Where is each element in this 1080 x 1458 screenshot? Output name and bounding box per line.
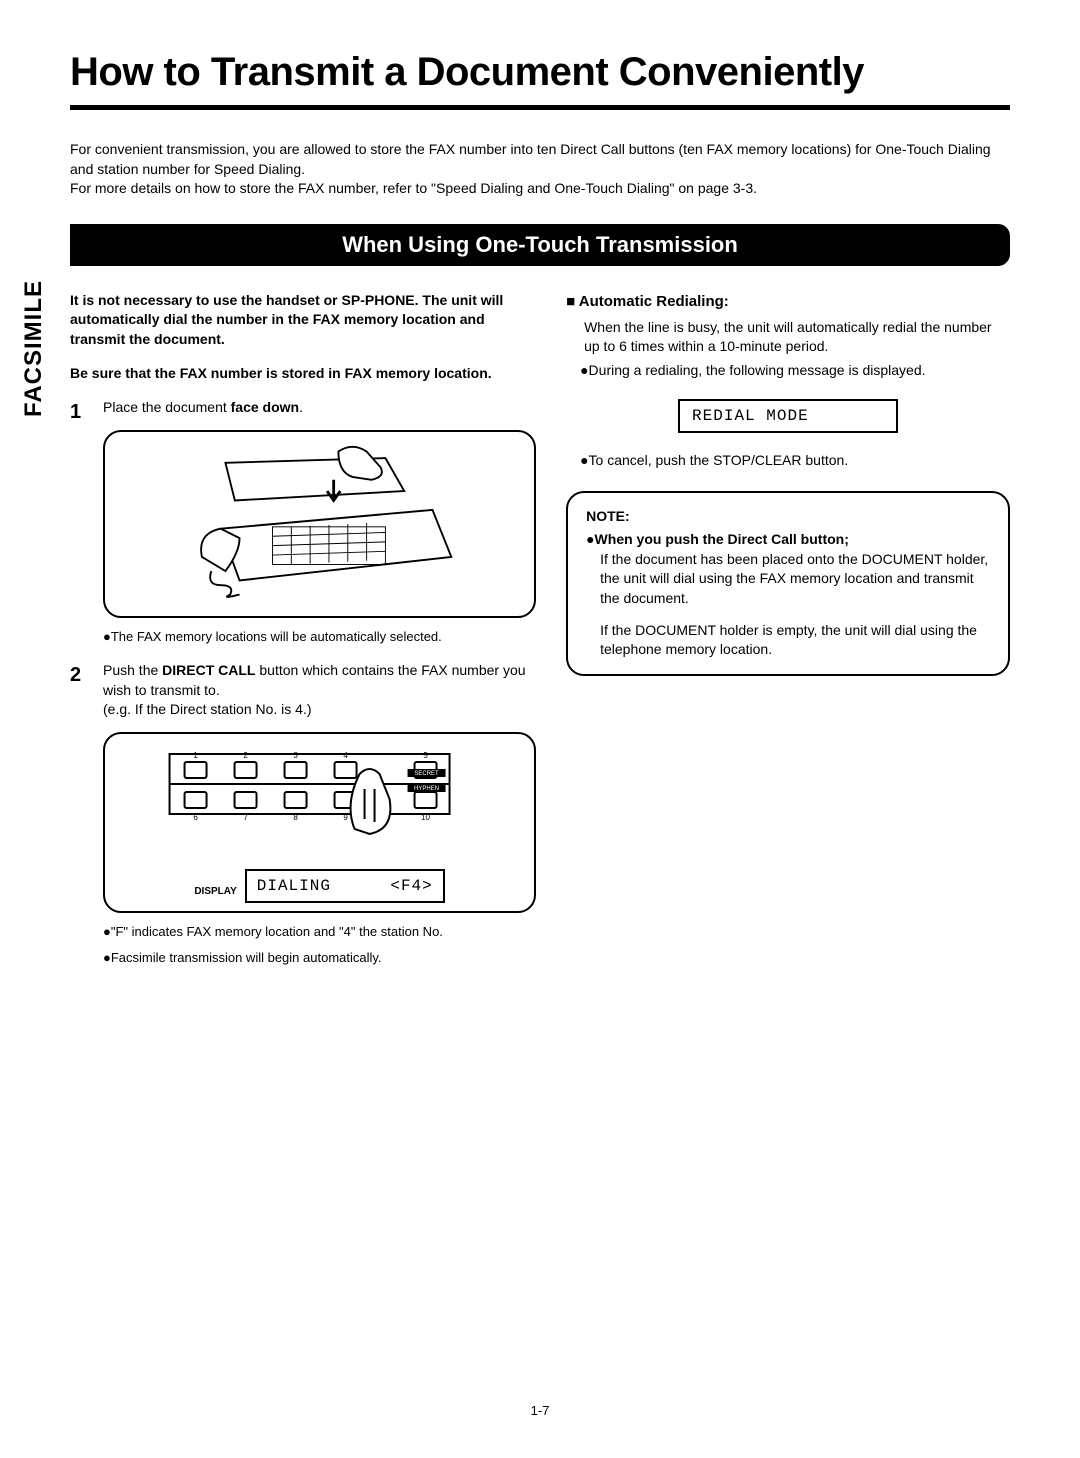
svg-text:7: 7 [243,813,248,822]
lcd-right-text: <F4> [390,875,432,897]
svg-text:6: 6 [193,813,198,822]
sidebar-tab: FACSIMILE [20,280,48,417]
step-2-example: (e.g. If the Direct station No. is 4.) [103,700,536,720]
redial-bullet-1: ●During a redialing, the following messa… [566,361,1010,381]
step-2-bullet-1: ●"F" indicates FAX memory location and "… [103,923,536,941]
step-2-text-bold: DIRECT CALL [162,662,255,678]
step-1-body: Place the document face down. [103,398,536,646]
heading-text: Automatic Redialing: [579,293,729,310]
step-2-bullet-2: ●Facsimile transmission will begin autom… [103,949,536,967]
auto-redial-heading: ■ Automatic Redialing: [566,291,1010,312]
auto-redial-body: When the line is busy, the unit will aut… [566,318,1010,357]
display-label: DISPLAY [194,885,236,899]
left-para-2: Be sure that the FAX number is stored in… [70,364,536,384]
svg-text:3: 3 [293,751,298,760]
note-box: NOTE: ●When you push the Direct Call but… [566,491,1010,676]
note-line-3: If the DOCUMENT holder is empty, the uni… [586,621,990,660]
note-title: NOTE: [586,507,990,527]
svg-text:9: 9 [343,813,348,822]
lcd-display: DIALING <F4> [245,869,445,903]
fax-machine-icon [117,444,522,604]
left-para-1: It is not necessary to use the handset o… [70,291,536,350]
svg-text:8: 8 [293,813,298,822]
svg-text:4: 4 [343,751,348,760]
direct-call-keypad-icon: 1 2 3 4 5 [119,744,520,854]
step-1: 1 Place the document face down. [70,398,536,646]
svg-text:5: 5 [423,751,428,760]
fax-illustration [103,430,536,618]
note-line-2: If the document has been placed onto the… [586,550,990,609]
svg-text:SECRET: SECRET [414,771,439,777]
step-1-bullet: ●The FAX memory locations will be automa… [103,628,536,646]
lcd-display-row: DISPLAY DIALING <F4> [194,869,444,903]
step-2-text-a: Push the [103,662,162,678]
svg-text:HYPHEN: HYPHEN [414,786,439,792]
step-2-body: Push the DIRECT CALL button which contai… [103,661,536,968]
step-1-number: 1 [70,398,88,646]
step-1-text-c: . [299,399,303,415]
left-column: It is not necessary to use the handset o… [70,291,536,968]
lcd-left-text: DIALING [257,875,331,897]
step-1-text-a: Place the document [103,399,231,415]
redial-lcd: REDIAL MODE [678,399,898,433]
heading-marker: ■ [566,293,575,310]
svg-text:1: 1 [193,751,198,760]
svg-text:2: 2 [243,751,248,760]
page-number: 1-7 [0,1403,1080,1418]
page-title: How to Transmit a Document Conveniently [70,50,1010,95]
right-column: ■ Automatic Redialing: When the line is … [566,291,1010,968]
title-rule [70,105,1010,110]
two-column-layout: It is not necessary to use the handset o… [70,291,1010,968]
step-2: 2 Push the DIRECT CALL button which cont… [70,661,536,968]
note-line-1: ●When you push the Direct Call button; [586,530,990,550]
redial-lcd-wrap: REDIAL MODE [566,399,1010,433]
step-1-text-b: face down [231,399,299,415]
intro-block: For convenient transmission, you are all… [70,140,1010,199]
section-header: When Using One-Touch Transmission [70,224,1010,266]
intro-line-1: For convenient transmission, you are all… [70,140,1010,179]
keypad-illustration: 1 2 3 4 5 [103,732,536,913]
redial-bullet-2: ●To cancel, push the STOP/CLEAR button. [566,451,1010,471]
step-2-number: 2 [70,661,88,968]
svg-text:10: 10 [421,813,430,822]
intro-line-2: For more details on how to store the FAX… [70,179,1010,199]
